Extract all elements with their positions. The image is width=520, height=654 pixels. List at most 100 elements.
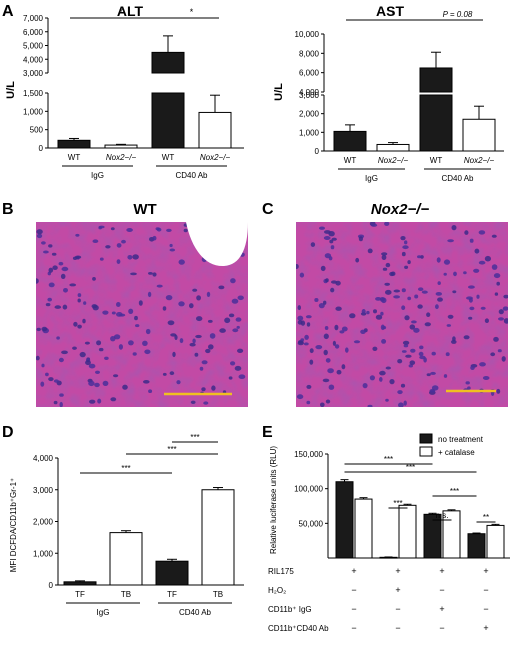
condition-mark: + <box>439 566 444 576</box>
nucleus <box>98 226 102 230</box>
nucleus <box>393 289 401 293</box>
nucleus <box>503 294 508 299</box>
nucleus <box>373 309 377 314</box>
y-tick-label: 7,000 <box>23 14 44 23</box>
nucleus <box>172 351 176 358</box>
bar <box>201 489 235 586</box>
condition-mark: + <box>439 604 444 614</box>
y-axis-label: U/L <box>273 83 285 101</box>
nucleus <box>199 366 204 371</box>
nucleus <box>468 316 473 320</box>
nucleus <box>401 350 407 353</box>
condition-mark: + <box>483 623 488 633</box>
nucleus <box>95 370 100 374</box>
panel-label-a: A <box>2 3 14 20</box>
nucleus <box>128 308 134 314</box>
nucleus <box>304 334 309 340</box>
nucleus <box>418 287 424 291</box>
y-tick-label: 8,000 <box>299 49 320 58</box>
nucleus <box>390 271 396 276</box>
nucleus <box>206 291 211 297</box>
nucleus <box>429 389 436 393</box>
nucleus <box>331 280 337 284</box>
nucleus <box>436 257 441 263</box>
nucleus <box>232 328 239 333</box>
nucleus <box>419 355 426 360</box>
nucleus <box>61 350 68 355</box>
nucleus <box>147 291 152 298</box>
chart-d: MFI DCFDA/CD11b⁺Gr-1⁺ 0 1,000 2,000 3,000 4,0… <box>9 433 244 617</box>
nucleus <box>381 252 388 256</box>
chart-title: AST <box>376 3 404 19</box>
significance-label: *** <box>406 463 415 472</box>
nucleus <box>237 348 244 353</box>
nucleus <box>113 334 121 340</box>
y-tick-label: 1,000 <box>299 128 320 137</box>
nucleus <box>128 340 134 346</box>
y-tick-label: 4,000 <box>33 454 54 463</box>
nucleus <box>431 351 436 356</box>
nucleus <box>113 374 119 378</box>
nucleus <box>366 310 370 315</box>
nucleus <box>493 273 501 279</box>
y-tick-label: 1,000 <box>23 107 44 116</box>
nucleus <box>143 380 150 384</box>
y-tick-label: 150,000 <box>294 450 323 459</box>
nucleus <box>156 227 162 232</box>
nucleus <box>63 288 68 293</box>
nucleus <box>341 326 348 332</box>
nucleus <box>437 297 443 302</box>
nucleus <box>300 338 305 342</box>
nucleus <box>426 312 431 317</box>
nucleus <box>110 397 117 402</box>
nucleus <box>421 290 428 294</box>
nucleus <box>211 385 216 391</box>
bar <box>419 67 453 93</box>
nucleus <box>98 347 104 352</box>
nucleus <box>360 329 366 334</box>
nucleus <box>45 372 49 377</box>
group-label: CD40 Ab <box>441 174 474 183</box>
nucleus <box>77 324 82 329</box>
nucleus <box>328 384 335 390</box>
nucleus <box>52 265 58 270</box>
nucleus <box>437 281 441 285</box>
nucleus <box>152 272 157 277</box>
nucleus <box>451 225 457 231</box>
significance-label: * <box>391 9 395 19</box>
bar <box>486 524 505 559</box>
nucleus <box>48 377 54 382</box>
y-tick-label: 3,000 <box>299 91 320 100</box>
nucleus <box>162 372 167 376</box>
nucleus <box>122 384 128 390</box>
condition-label: CD11b⁺CD40 Ab <box>268 624 329 633</box>
nucleus <box>299 272 305 278</box>
nucleus <box>121 239 126 244</box>
nucleus <box>491 264 498 270</box>
nucleus <box>178 259 185 265</box>
nucleus <box>306 384 312 389</box>
nucleus <box>484 255 491 262</box>
nucleus <box>323 300 327 305</box>
nucleus <box>174 334 178 340</box>
nucleus <box>315 345 323 350</box>
y-tick-label: 0 <box>49 581 54 590</box>
bar <box>198 111 232 149</box>
nucleus <box>138 300 143 306</box>
nucleus <box>496 281 500 286</box>
nuclei <box>296 222 508 407</box>
bar <box>104 144 138 149</box>
y-tick-label: 2,000 <box>299 110 320 119</box>
nucleus <box>99 257 104 261</box>
x-tick-label: TB <box>213 590 223 599</box>
nucleus <box>116 259 121 264</box>
nucleus <box>230 361 236 366</box>
nucleus <box>59 401 63 407</box>
nucleus <box>41 241 46 245</box>
nucleus <box>375 314 383 320</box>
nucleus <box>494 292 499 296</box>
nucleus <box>104 356 109 360</box>
nucleus <box>498 309 504 315</box>
nucleus <box>404 265 409 269</box>
nucleus <box>447 314 454 319</box>
